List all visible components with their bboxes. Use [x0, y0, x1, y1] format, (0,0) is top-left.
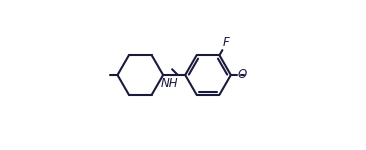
Text: F: F [223, 36, 230, 49]
Text: O: O [238, 69, 247, 81]
Text: NH: NH [161, 77, 179, 90]
